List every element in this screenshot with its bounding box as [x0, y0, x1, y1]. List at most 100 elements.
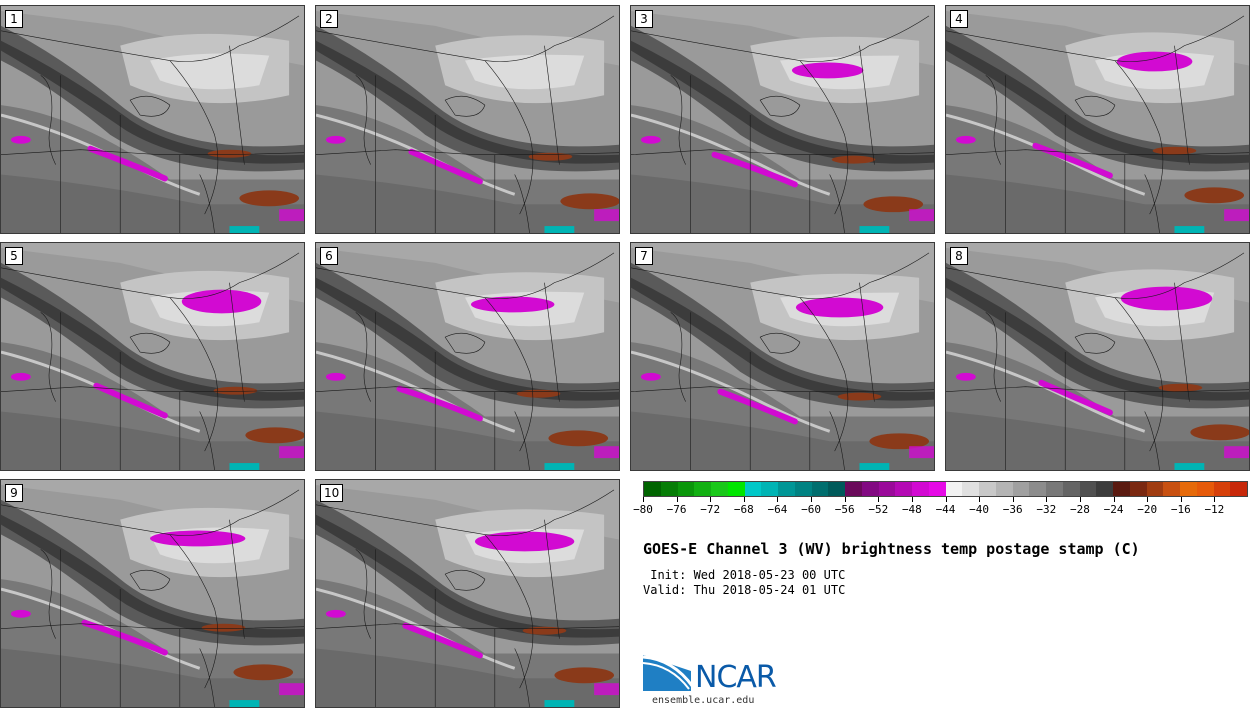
- postage-stamp-panel[interactable]: 9: [0, 479, 305, 708]
- colorbar-segment: [677, 482, 695, 496]
- postage-stamp-panel[interactable]: 8: [945, 242, 1250, 471]
- postage-stamp-panel[interactable]: 3: [630, 5, 935, 234]
- colorbar-segment: [1113, 482, 1130, 496]
- colorbar-tick-label: −60: [801, 503, 821, 516]
- colorbar-segment: [1180, 482, 1197, 496]
- colorbar-segment: [1230, 482, 1247, 496]
- colorbar-tick-label: −12: [1204, 503, 1225, 516]
- colorbar-segment: [744, 482, 762, 496]
- colorbar-tick-mark: [1180, 497, 1182, 502]
- valid-time: Valid: Thu 2018-05-24 01 UTC: [643, 583, 846, 597]
- colorbar-segment: [711, 482, 728, 496]
- colorbar-tick-mark: [911, 497, 913, 502]
- init-time: Init: Wed 2018-05-23 00 UTC: [643, 568, 846, 582]
- colorbar-tick-label: −36: [1002, 503, 1023, 516]
- colorbar-tick-mark: [1079, 497, 1081, 502]
- panel-number-label: 2: [320, 10, 338, 28]
- colorbar-segment: [928, 482, 946, 496]
- colorbar-tick-label: −28: [1070, 503, 1090, 516]
- colorbar-segment: [794, 482, 812, 496]
- postage-stamp-panel[interactable]: 4: [945, 5, 1250, 234]
- colorbar-tick-mark: [979, 497, 981, 502]
- colorbar-segment: [945, 482, 963, 496]
- panel-number-label: 7: [635, 247, 653, 265]
- colorbar-tick-mark: [777, 497, 779, 502]
- postage-stamp-panel[interactable]: 10: [315, 479, 620, 708]
- colorbar-segment: [727, 482, 745, 496]
- colorbar-segment: [644, 482, 661, 496]
- colorbar-segment: [1062, 482, 1080, 496]
- colorbar-tick-label: −44: [935, 503, 956, 516]
- colorbar-segment: [995, 482, 1013, 496]
- panel-number-label: 5: [5, 247, 23, 265]
- colorbar-segment: [811, 482, 829, 496]
- colorbar-tick-mark: [844, 497, 846, 502]
- colorbar-segment: [912, 482, 929, 496]
- colorbar-tick-label: −48: [901, 503, 922, 516]
- colorbar-segment: [1196, 482, 1214, 496]
- ncar-logo: [643, 655, 695, 691]
- colorbar-tick-label: −24: [1103, 503, 1124, 516]
- postage-stamp-panel[interactable]: 6: [315, 242, 620, 471]
- colorbar-ticks: −80 −76 −72 −68 −64 −60 −56 −52 −48 −44 −40 −36 −32−…: [633, 497, 1248, 517]
- panel-number-label: 3: [635, 10, 653, 28]
- colorbar-segment: [1213, 482, 1231, 496]
- colorbar-segment: [1029, 482, 1046, 496]
- colorbar-tick-mark: [1046, 497, 1048, 502]
- colorbar-tick-label: −68: [733, 503, 754, 516]
- colorbar-tick-label: −52: [868, 503, 889, 516]
- panel-number-label: 8: [950, 247, 968, 265]
- colorbar-segment: [1096, 482, 1113, 496]
- colorbar-tick-label: −80: [633, 503, 653, 516]
- temperature-colorbar: [643, 481, 1248, 497]
- postage-stamp-panel[interactable]: 7: [630, 242, 935, 471]
- colorbar-tick-label: −16: [1170, 503, 1191, 516]
- panel-number-label: 9: [5, 484, 23, 502]
- colorbar-tick-mark: [878, 497, 880, 502]
- colorbar-segment: [761, 482, 778, 496]
- colorbar-tick-mark: [1113, 497, 1115, 502]
- page-title: GOES-E Channel 3 (WV) brightness temp po…: [643, 540, 1140, 558]
- panel-number-label: 6: [320, 247, 338, 265]
- colorbar-tick-label: −56: [834, 503, 855, 516]
- colorbar-segment: [845, 482, 862, 496]
- colorbar-segment: [660, 482, 678, 496]
- colorbar-tick-label: −76: [666, 503, 687, 516]
- postage-stamp-panel[interactable]: 2: [315, 5, 620, 234]
- colorbar-segment: [1163, 482, 1180, 496]
- colorbar-tick-mark: [710, 497, 712, 502]
- colorbar-tick-mark: [945, 497, 947, 502]
- colorbar-segment: [878, 482, 896, 496]
- colorbar-tick-label: −20: [1137, 503, 1158, 516]
- colorbar-segment: [694, 482, 711, 496]
- postage-stamp-panel[interactable]: 1: [0, 5, 305, 234]
- colorbar-segment: [778, 482, 795, 496]
- colorbar-tick-mark: [743, 497, 745, 502]
- colorbar-segment: [1012, 482, 1030, 496]
- colorbar-tick-label: −32: [1036, 503, 1057, 516]
- postage-stamp-panel[interactable]: 5: [0, 242, 305, 471]
- panel-number-label: 10: [320, 484, 344, 502]
- colorbar-tick-mark: [1147, 497, 1149, 502]
- colorbar-segment: [861, 482, 879, 496]
- colorbar-segment: [1146, 482, 1164, 496]
- colorbar-segment: [1079, 482, 1097, 496]
- logo-wordmark: NCAR: [695, 660, 777, 695]
- panel-number-label: 1: [5, 10, 23, 28]
- colorbar-tick-mark: [811, 497, 813, 502]
- colorbar-tick-label: −64: [767, 503, 788, 516]
- colorbar-tick-label: −72: [700, 503, 721, 516]
- colorbar-tick-mark: [1012, 497, 1014, 502]
- colorbar-tick-mark: [1214, 497, 1216, 502]
- colorbar-segment: [1129, 482, 1147, 496]
- colorbar-segment: [895, 482, 912, 496]
- colorbar-tick-label: −40: [969, 503, 990, 516]
- colorbar-tick-mark: [676, 497, 678, 502]
- colorbar-segment: [962, 482, 979, 496]
- colorbar-segment: [828, 482, 845, 496]
- colorbar-tick-mark: [643, 497, 644, 502]
- colorbar-segment: [979, 482, 996, 496]
- site-url[interactable]: ensemble.ucar.edu: [652, 695, 755, 706]
- panel-number-label: 4: [950, 10, 968, 28]
- colorbar-segment: [1046, 482, 1063, 496]
